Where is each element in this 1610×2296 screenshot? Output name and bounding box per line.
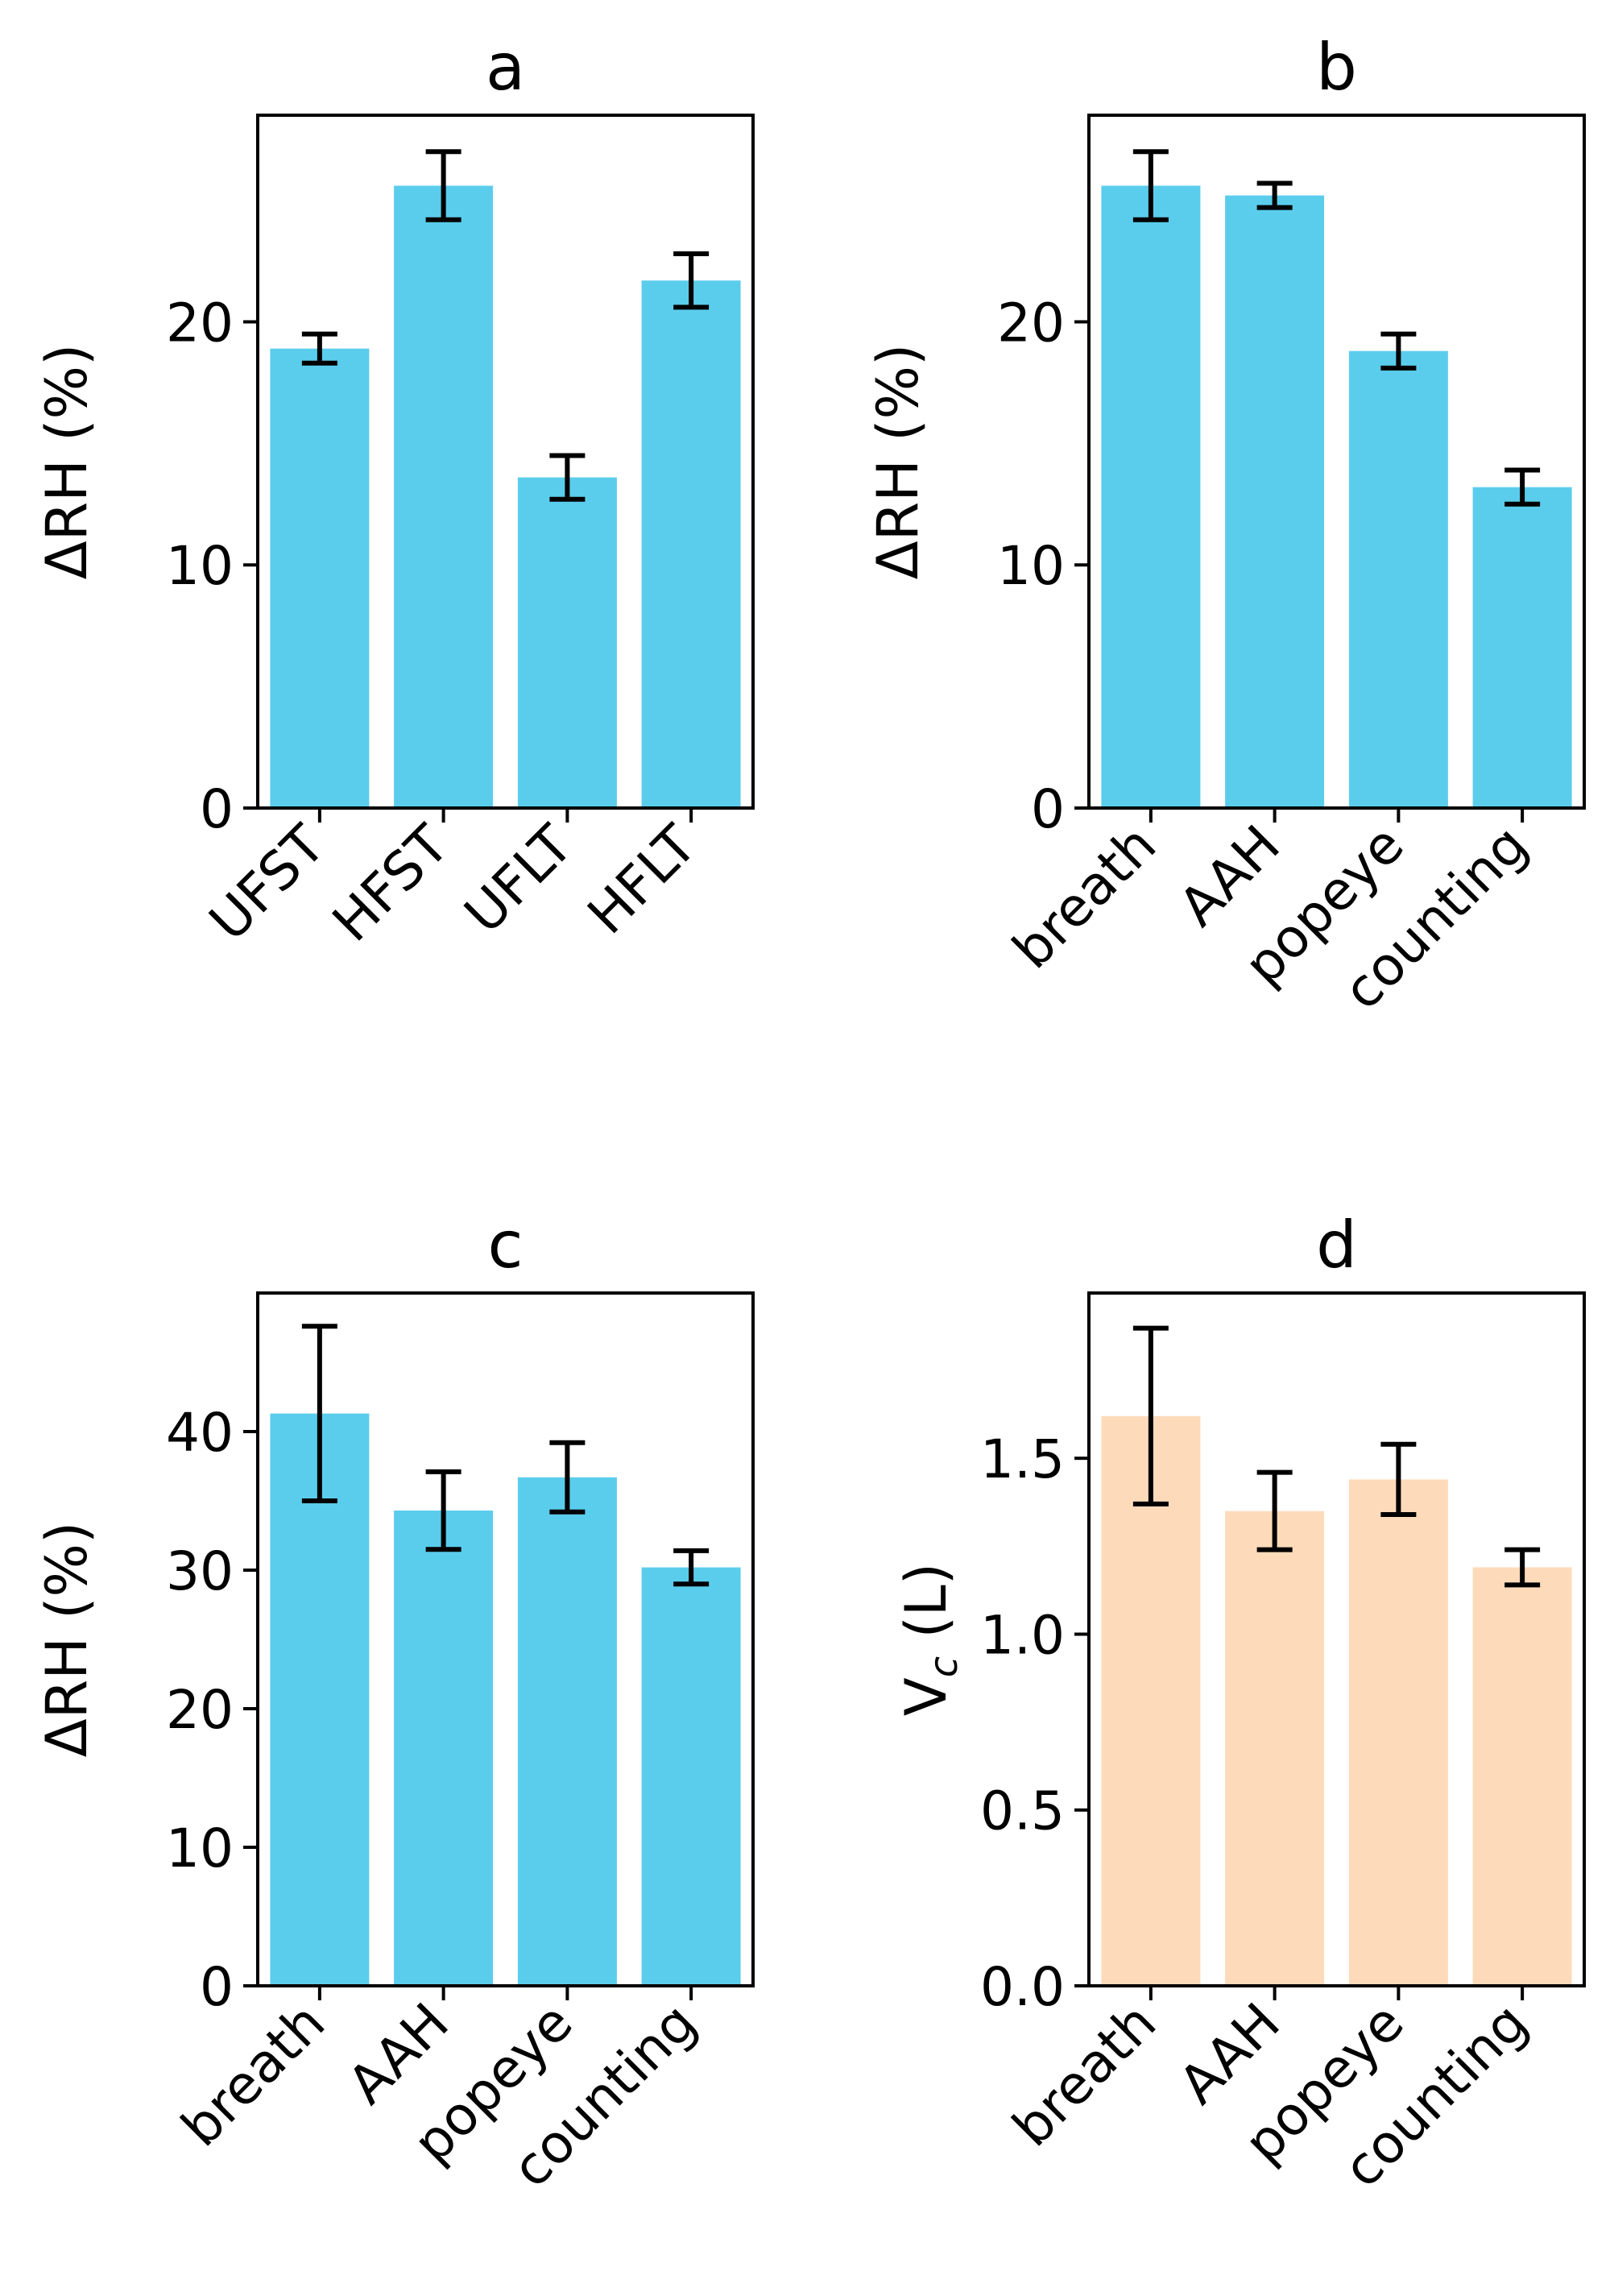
errorbar-b-2: [1380, 331, 1417, 371]
bar-c-1: [394, 1511, 494, 1986]
errorbar-c-1: [425, 1469, 461, 1552]
bar-b-3: [1472, 487, 1572, 808]
axes-frame-c: [256, 1291, 755, 1987]
y-axis-label-c: ΔRH (%): [34, 1522, 100, 1758]
errorbar-d-0: [1132, 1325, 1169, 1506]
bar-d-3: [1472, 1567, 1572, 1986]
errorbar-b-1: [1256, 180, 1293, 210]
bar-a-1: [394, 185, 494, 808]
y-tick-label-a-0: 0: [200, 778, 234, 840]
bar-d-1: [1225, 1511, 1325, 1986]
y-axis-label-d: Vc (L): [893, 1563, 966, 1716]
errorbar-a-0: [301, 331, 337, 366]
axes-frame-d: [1087, 1291, 1586, 1987]
y-tick-label-c-2: 20: [166, 1679, 234, 1741]
errorbar-b-0: [1132, 149, 1169, 222]
y-tick-label-a-1: 10: [166, 535, 234, 597]
errorbar-a-3: [673, 251, 710, 310]
bar-a-2: [517, 477, 617, 808]
errorbar-a-1: [425, 149, 461, 222]
chart-title-c: c: [488, 1208, 524, 1283]
y-tick-label-b-0: 0: [1031, 778, 1065, 840]
bar-a-3: [641, 280, 741, 808]
bar-d-2: [1348, 1479, 1448, 1986]
chart-title-a: a: [486, 30, 525, 105]
bar-a-0: [270, 348, 370, 808]
y-axis-label-a: ΔRH (%): [34, 344, 100, 580]
axes-frame-b: [1087, 114, 1586, 810]
y-tick-label-b-1: 10: [997, 535, 1065, 597]
y-tick-label-d-3: 1.5: [980, 1428, 1065, 1490]
y-tick-label-c-1: 10: [166, 1817, 234, 1879]
y-tick-label-d-1: 0.5: [980, 1780, 1065, 1842]
errorbar-a-2: [549, 453, 586, 502]
y-tick-label-c-4: 40: [166, 1402, 234, 1464]
chart-title-d: d: [1316, 1208, 1357, 1283]
y-tick-label-d-0: 0.0: [980, 1956, 1065, 2018]
bar-c-2: [517, 1477, 617, 1986]
bar-c-3: [641, 1567, 741, 1986]
errorbar-c-0: [301, 1324, 337, 1503]
y-tick-label-c-3: 30: [166, 1540, 234, 1602]
errorbar-d-3: [1504, 1547, 1541, 1588]
y-tick-label-a-2: 20: [166, 292, 234, 354]
bar-b-2: [1348, 350, 1448, 808]
bar-c-0: [270, 1413, 370, 1986]
errorbar-c-3: [673, 1548, 710, 1587]
y-tick-label-c-0: 0: [200, 1956, 234, 2018]
errorbar-d-1: [1256, 1469, 1293, 1552]
errorbar-c-2: [549, 1440, 586, 1515]
errorbar-b-3: [1504, 467, 1541, 507]
bar-d-0: [1101, 1415, 1201, 1986]
y-tick-label-d-2: 1.0: [980, 1604, 1065, 1666]
bar-b-0: [1101, 185, 1201, 808]
axes-frame-a: [256, 114, 755, 810]
errorbar-d-2: [1380, 1441, 1417, 1518]
chart-title-b: b: [1316, 30, 1357, 105]
y-axis-label-b: ΔRH (%): [865, 344, 931, 580]
bar-b-1: [1225, 195, 1325, 809]
y-tick-label-b-2: 20: [997, 292, 1065, 354]
